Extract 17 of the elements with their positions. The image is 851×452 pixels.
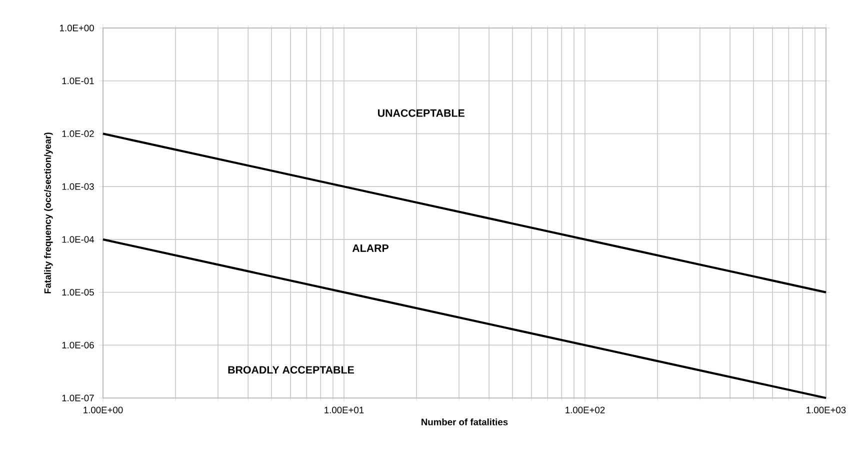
x-axis-title: Number of fatalities: [422, 418, 508, 426]
y-tick-label: 1.0E-04: [62, 236, 94, 243]
y-tick-label: 1.0E-07: [62, 394, 94, 402]
x-tick-label: 1.00E+02: [566, 406, 605, 414]
x-tick-label: 1.00E+01: [324, 406, 364, 414]
y-tick-label: 1.0E-02: [62, 130, 94, 138]
y-tick-label: 1.0E-01: [62, 78, 94, 84]
y-tick-label: 1.0E-03: [62, 183, 94, 190]
x-tick-label: 1.00E+03: [806, 406, 846, 414]
y-tick-label: 1.0E+00: [60, 24, 94, 32]
y-axis-title: Fatality frequency (occ/section/year): [44, 132, 53, 294]
annotation: ALARP: [352, 244, 389, 252]
annotation: UNACCEPTABLE: [378, 109, 464, 117]
annotation: BROADLY ACCEPTABLE: [228, 366, 354, 374]
y-tick-label: 1.0E-06: [62, 342, 94, 348]
y-tick-label: 1.0E-05: [62, 288, 94, 296]
x-tick-label: 1.00E+00: [84, 406, 123, 414]
